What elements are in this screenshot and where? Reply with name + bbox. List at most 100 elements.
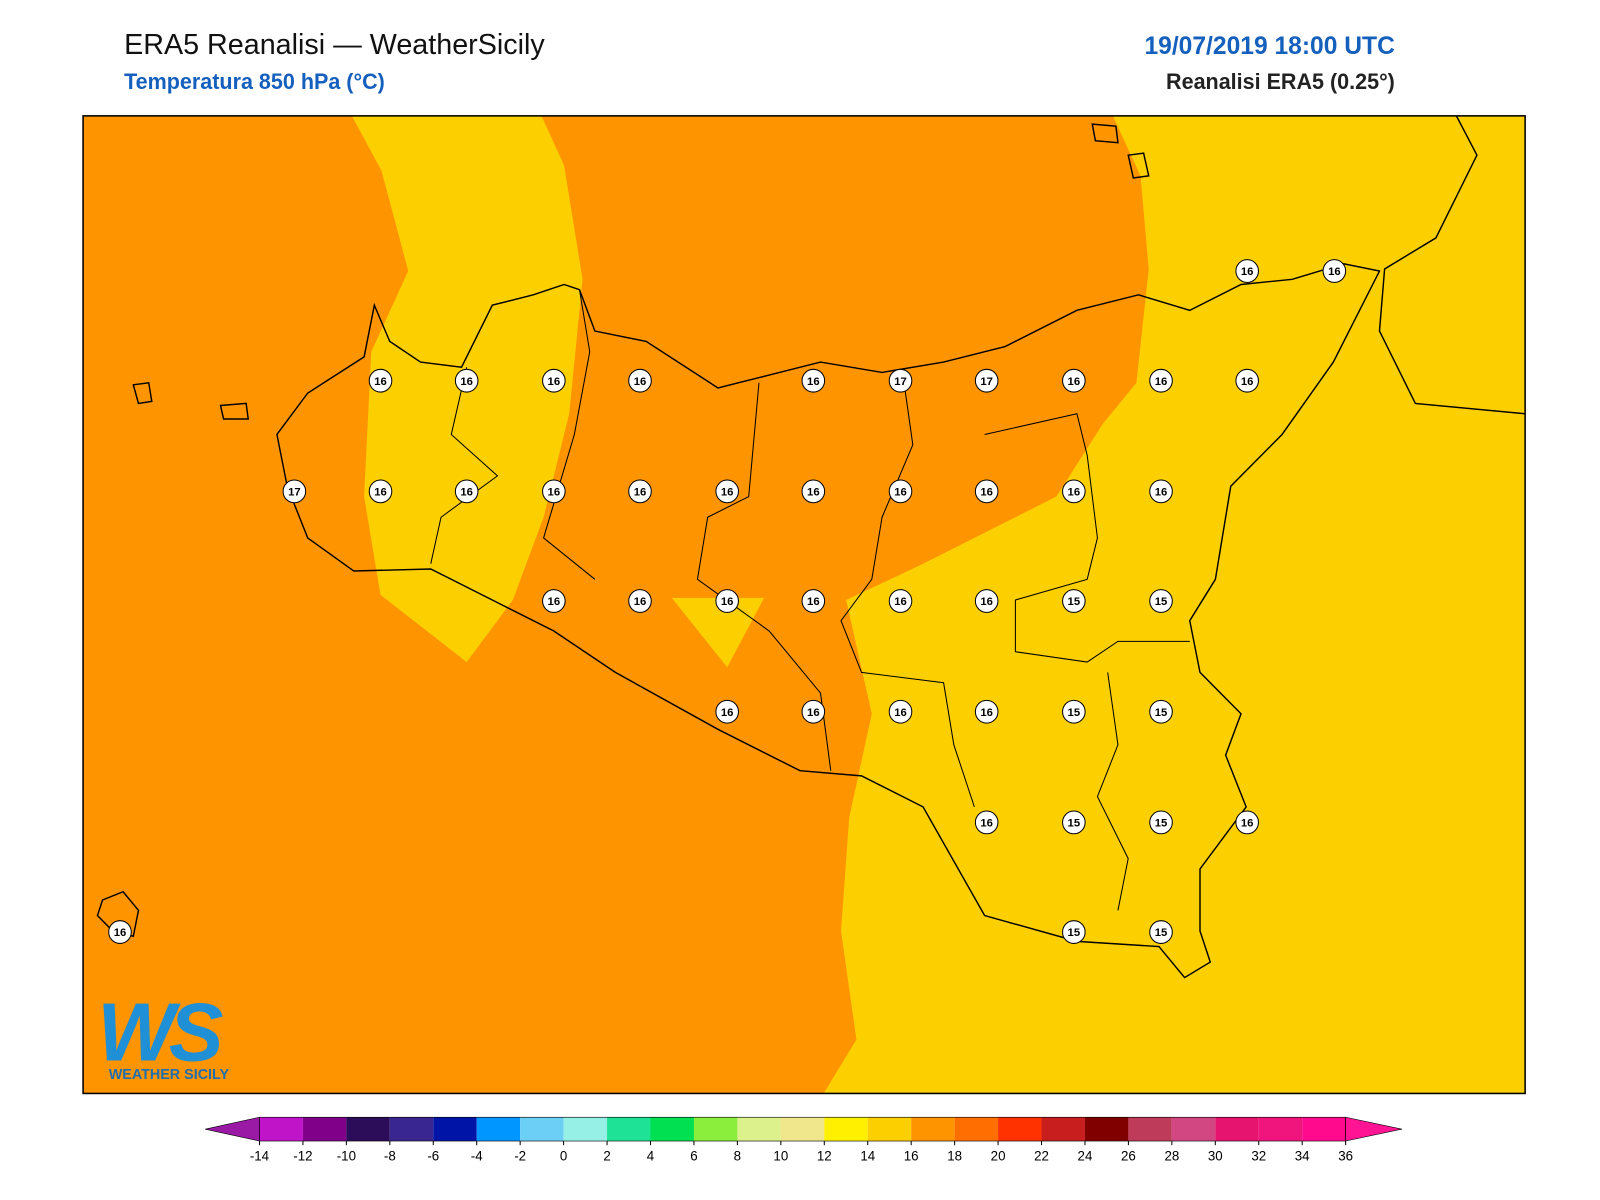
colorbar-tick-label: 12 [817, 1149, 832, 1164]
station-value: 16 [1155, 376, 1168, 388]
station-value: 16 [374, 486, 387, 498]
colorbar-box [867, 1117, 912, 1142]
station-value: 16 [807, 376, 820, 388]
colorbar-box [607, 1117, 651, 1142]
colorbar-tick-label: 14 [860, 1149, 875, 1164]
colorbar-tick-label: 36 [1338, 1149, 1353, 1164]
station-marker [1322, 259, 1347, 283]
station-marker [454, 368, 479, 393]
station-value: 17 [980, 376, 993, 388]
station-marker [974, 368, 999, 393]
station-marker [974, 589, 999, 613]
station-marker [801, 699, 826, 724]
station-value: 16 [980, 596, 993, 608]
colorbar: -14 -12 -10 -8 -6 -4 -2 0 2 4 6 8 10 12 14 16 18 20 22 24 26… [205, 1116, 1403, 1164]
station-marker [1149, 368, 1173, 393]
colorbar-tick-label: 4 [647, 1149, 655, 1164]
station-value: 16 [548, 376, 561, 388]
station-marker [974, 479, 999, 504]
colorbar-box [520, 1117, 564, 1142]
station-value: 16 [1155, 486, 1168, 498]
station-marker [888, 699, 913, 724]
station-value: 16 [894, 596, 907, 608]
station-marker [715, 589, 739, 613]
colorbar-tick-label: 28 [1164, 1149, 1179, 1164]
colorbar-tick-label: 34 [1295, 1149, 1310, 1164]
subtitle: Temperatura 850 hPa (°C) [124, 69, 385, 94]
station-value: 16 [721, 486, 734, 498]
colorbar-tick-label: 2 [603, 1149, 610, 1164]
colorbar-box [824, 1117, 868, 1142]
map: 16 16 16 16 16 16 16 17 17 16 16 16 17 16 16 16 16 16 16 16… [82, 115, 1526, 1095]
colorbar-frame [259, 1116, 1346, 1142]
colorbar-box [650, 1117, 694, 1142]
station-marker [1235, 368, 1259, 393]
station-marker [542, 589, 566, 613]
colorbar-box [1171, 1117, 1216, 1142]
colorbar-tick-label: 26 [1121, 1149, 1136, 1164]
station-marker [715, 479, 739, 504]
station-marker [454, 479, 479, 504]
station-marker [282, 479, 307, 504]
colorbar-box [1041, 1117, 1085, 1142]
station-marker [628, 479, 652, 504]
colorbar-box [954, 1117, 999, 1142]
station-marker [974, 699, 999, 724]
colorbar-box [1084, 1117, 1129, 1142]
station-marker [1062, 920, 1086, 944]
station-value: 16 [460, 486, 473, 498]
colorbar-box [389, 1117, 434, 1142]
station-value: 16 [1068, 486, 1081, 498]
colorbar-tick-label: -12 [293, 1149, 312, 1164]
station-marker [1235, 259, 1259, 283]
colorbar-tick-label: -2 [514, 1149, 526, 1164]
colorbar-box [476, 1117, 521, 1142]
colorbar-box [1302, 1117, 1346, 1142]
station-marker [1062, 699, 1086, 724]
colorbar-box [1258, 1117, 1303, 1142]
colorbar-tick-label: 32 [1251, 1149, 1266, 1164]
station-value: 16 [980, 707, 993, 719]
station-value: 15 [1155, 818, 1168, 830]
colorbar-tick-label: -4 [471, 1149, 483, 1164]
station-marker [1149, 920, 1173, 944]
station-value: 15 [1068, 818, 1081, 830]
station-value: 15 [1068, 927, 1081, 939]
station-value: 17 [288, 486, 301, 498]
date: 19/07/2019 18:00 UTC [1144, 33, 1395, 60]
station-value: 16 [721, 707, 734, 719]
station-value: 16 [894, 707, 907, 719]
colorbar-box [998, 1117, 1042, 1142]
station-value: 16 [634, 596, 647, 608]
station-marker [368, 479, 393, 504]
station-marker [1062, 589, 1086, 613]
station-marker [1235, 810, 1259, 835]
colorbar-tick-label: 30 [1208, 1149, 1223, 1164]
station-value: 16 [548, 486, 561, 498]
station-marker [801, 589, 826, 613]
colorbar-box [259, 1117, 303, 1142]
station-value: 16 [980, 486, 993, 498]
station-value: 15 [1155, 707, 1168, 719]
station-value: 16 [721, 596, 734, 608]
station-value: 16 [807, 486, 820, 498]
station-marker [715, 699, 739, 724]
colorbar-extend-low [205, 1116, 260, 1142]
station-marker [888, 479, 913, 504]
station-marker [801, 479, 826, 504]
colorbar-tick-label: -14 [250, 1149, 270, 1164]
station-value: 16 [894, 486, 907, 498]
colorbar-tick-label: 18 [947, 1149, 962, 1164]
station-value: 16 [1241, 376, 1254, 388]
station-value: 16 [634, 486, 647, 498]
station-value: 16 [374, 376, 387, 388]
colorbar-tick-label: 10 [773, 1149, 788, 1164]
station-marker [974, 810, 999, 835]
colorbar-tick-label: 0 [560, 1149, 567, 1164]
colorbar-tick-label: 6 [690, 1149, 697, 1164]
station-marker [542, 368, 566, 393]
station-marker [108, 920, 132, 944]
station-value: 16 [1328, 266, 1341, 278]
station-marker [1149, 589, 1173, 613]
